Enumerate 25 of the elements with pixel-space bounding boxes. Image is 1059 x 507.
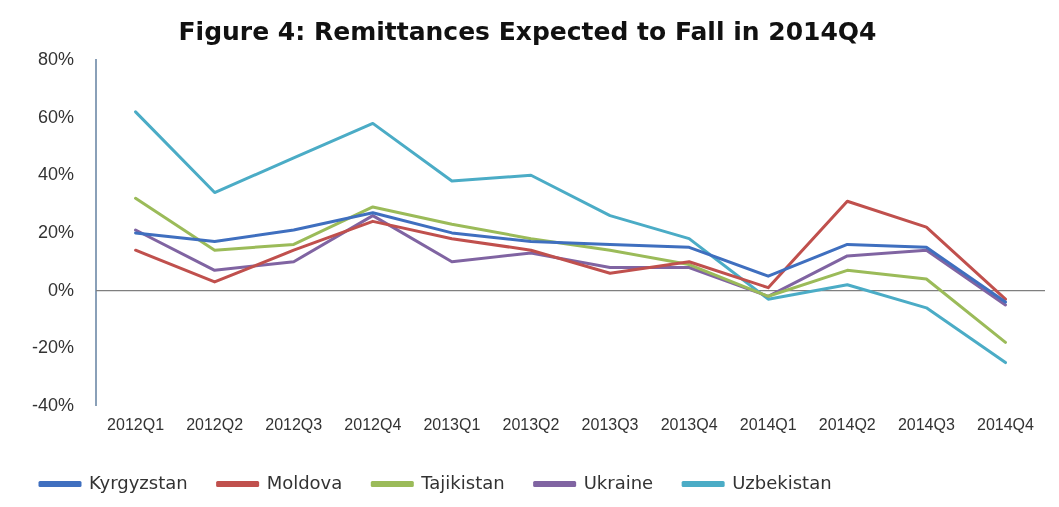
x-tick-label: 2014Q1 [739,415,797,433]
y-tick-label: 20% [37,221,75,242]
y-tick-label: 0% [48,279,75,300]
x-tick-label: 2012Q1 [107,415,165,433]
y-tick-label: 80% [37,48,75,69]
legend-label: Ukraine [583,471,654,493]
x-tick-label: 2012Q2 [186,415,244,433]
y-tick-label: -20% [31,337,75,358]
x-tick-label: 2012Q3 [265,415,323,433]
y-tick-label: -40% [31,394,75,415]
chart-title: Figure 4: Remittances Expected to Fall in 2014Q4 [178,16,877,46]
y-tick-label: 40% [37,164,75,185]
legend-label: Tajikistan [420,471,505,493]
x-tick-label: 2014Q4 [976,415,1035,433]
x-tick-label: 2013Q3 [581,415,639,433]
x-tick-label: 2014Q2 [818,415,876,433]
x-tick-label: 2013Q4 [660,415,718,433]
x-tick-label: 2013Q1 [423,415,481,433]
x-tick-label: 2013Q2 [502,415,560,433]
legend-label: Uzbekistan [732,471,832,493]
y-tick-label: 60% [37,106,75,127]
x-tick-label: 2014Q3 [897,415,955,433]
x-tick-label: 2012Q4 [344,415,402,433]
legend-label: Kyrgyzstan [89,471,188,493]
legend-label: Moldova [266,471,343,493]
